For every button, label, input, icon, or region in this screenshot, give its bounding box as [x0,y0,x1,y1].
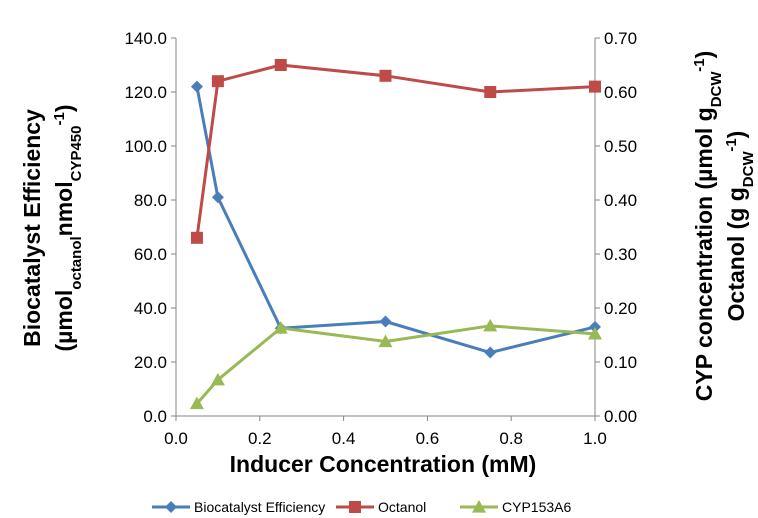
x-tick-label: 0.0 [164,429,188,448]
data-point-biocatalyst-efficiency [211,191,224,204]
right-tick-label: 0.00 [604,407,637,426]
data-point-cyp153a6 [210,372,225,386]
right-tick-label: 0.50 [604,137,637,156]
legend-item-cyp153a6: CYP153A6 [460,499,571,515]
series-biocatalyst-efficiency [190,80,601,359]
data-point-octanol [589,80,601,93]
data-point-octanol [190,231,203,244]
data-point-octanol [379,69,392,82]
data-point-biocatalyst-efficiency [484,346,497,359]
series-line-biocatalyst-efficiency [195,86,596,355]
series-cyp153a6 [189,318,602,410]
right-axis-subtitle: Octanol (g gDCW-1) [723,131,757,322]
data-point-octanol [211,75,224,88]
right-tick-label: 0.10 [604,353,637,372]
series-line-octanol [195,63,596,238]
right-axis-title: CYP concentration (µmol gDCW-1) [691,51,725,402]
data-point-biocatalyst-efficiency [589,320,601,333]
data-point-biocatalyst-efficiency [190,80,203,93]
left-tick-label: 60.0 [134,245,167,264]
legend-item-biocatalyst-efficiency: Biocatalyst Efficiency [152,499,325,515]
x-tick-label: 0.8 [499,429,523,448]
legend-label-biocatalyst-efficiency: Biocatalyst Efficiency [194,499,325,515]
right-tick-label: 0.40 [604,191,637,210]
x-tick-label: 0.2 [248,429,272,448]
legend-label-cyp153a6: CYP153A6 [502,499,571,515]
left-tick-label: 140.0 [124,29,167,48]
left-tick-label: 20.0 [134,353,167,372]
data-point-biocatalyst-efficiency [379,315,392,328]
data-point-cyp153a6 [588,326,602,340]
data-point-octanol [484,86,497,98]
left-tick-label: 100.0 [124,137,167,156]
series-line-cyp153a6 [195,324,596,405]
right-tick-label: 0.30 [604,245,637,264]
legend-marker-octanol [349,501,361,513]
legend: Biocatalyst Efficiency Octanol CYP153A6 [152,499,571,515]
x-tick-label: 0.4 [332,429,356,448]
data-point-cyp153a6 [273,320,288,334]
legend-label-octanol: Octanol [378,499,426,515]
data-point-cyp153a6 [189,396,204,410]
data-point-cyp153a6 [378,334,393,348]
right-tick-label: 0.70 [604,29,637,48]
axes: 0.0 20.0 40.0 60.0 80.0 100.0 120.0 140.0 0.00 0.… [124,29,637,448]
series-octanol [190,59,601,244]
left-tick-label: 0.0 [143,407,167,426]
series-layer [189,59,602,410]
left-tick-label: 80.0 [134,191,167,210]
data-point-cyp153a6 [483,318,498,332]
x-tick-label: 0.6 [416,429,440,448]
x-tick-label: 1.0 [583,429,607,448]
left-tick-label: 120.0 [124,83,167,102]
left-tick-label: 40.0 [134,299,167,318]
left-axis-subtitle: (µmoloctanolnmolCYP450-1) [51,105,85,352]
legend-item-octanol: Octanol [336,499,426,515]
left-axis-title: Biocatalyst Efficiency [19,109,45,347]
right-tick-label: 0.20 [604,299,637,318]
right-tick-label: 0.60 [604,83,637,102]
x-axis-title: Inducer Concentration (mM) [230,451,537,477]
legend-marker-biocatalyst-efficiency [165,501,177,513]
data-point-octanol [274,59,287,71]
legend-marker-cyp153a6 [472,500,486,513]
